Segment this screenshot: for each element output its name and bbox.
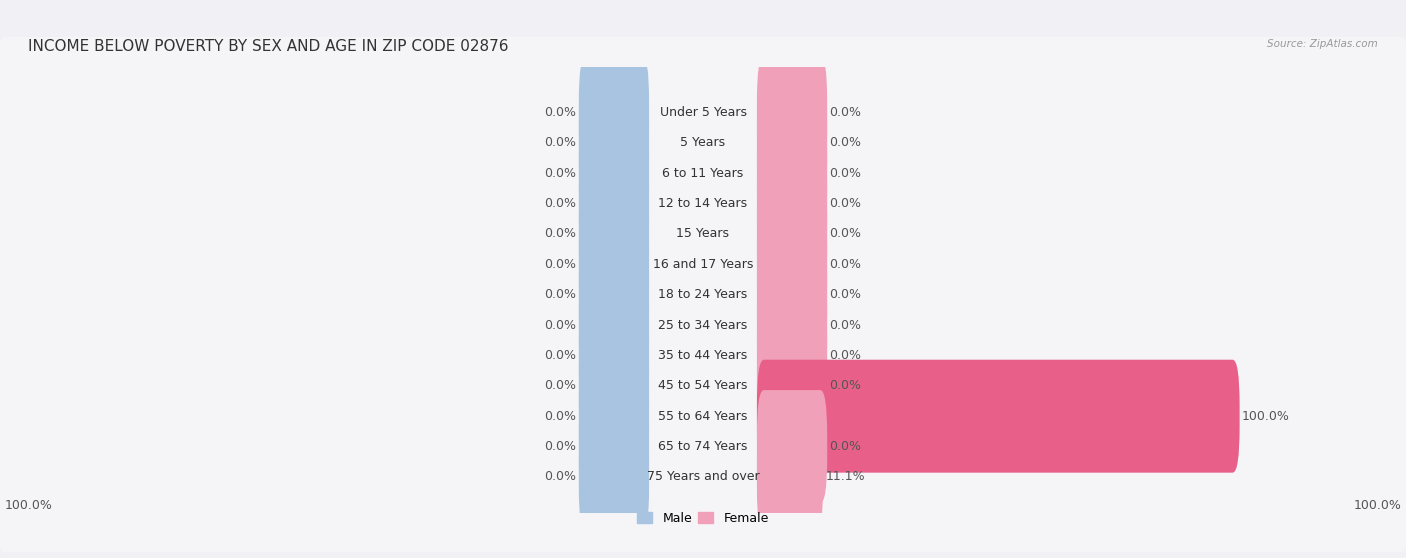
FancyBboxPatch shape <box>0 219 1406 371</box>
Text: 6 to 11 Years: 6 to 11 Years <box>662 167 744 180</box>
Text: 100.0%: 100.0% <box>1241 410 1289 422</box>
FancyBboxPatch shape <box>756 238 827 351</box>
Text: 0.0%: 0.0% <box>830 288 862 301</box>
Text: 65 to 74 Years: 65 to 74 Years <box>658 440 748 453</box>
FancyBboxPatch shape <box>756 147 827 260</box>
Text: INCOME BELOW POVERTY BY SEX AND AGE IN ZIP CODE 02876: INCOME BELOW POVERTY BY SEX AND AGE IN Z… <box>28 39 509 54</box>
FancyBboxPatch shape <box>579 390 650 503</box>
Text: 5 Years: 5 Years <box>681 136 725 150</box>
FancyBboxPatch shape <box>756 56 827 169</box>
FancyBboxPatch shape <box>0 189 1406 340</box>
Legend: Male, Female: Male, Female <box>637 512 769 525</box>
FancyBboxPatch shape <box>579 177 650 291</box>
FancyBboxPatch shape <box>0 68 1406 219</box>
Text: 0.0%: 0.0% <box>830 319 862 331</box>
Text: 75 Years and over: 75 Years and over <box>647 470 759 483</box>
FancyBboxPatch shape <box>756 420 823 533</box>
Text: 0.0%: 0.0% <box>830 136 862 150</box>
Text: 15 Years: 15 Years <box>676 228 730 240</box>
Text: 0.0%: 0.0% <box>544 136 576 150</box>
Text: 0.0%: 0.0% <box>830 349 862 362</box>
FancyBboxPatch shape <box>579 299 650 412</box>
Text: 0.0%: 0.0% <box>544 349 576 362</box>
Text: 0.0%: 0.0% <box>830 167 862 180</box>
Text: 0.0%: 0.0% <box>544 258 576 271</box>
FancyBboxPatch shape <box>579 56 650 169</box>
FancyBboxPatch shape <box>0 340 1406 492</box>
Text: 0.0%: 0.0% <box>830 440 862 453</box>
Text: 0.0%: 0.0% <box>830 258 862 271</box>
Text: 0.0%: 0.0% <box>830 106 862 119</box>
FancyBboxPatch shape <box>579 238 650 351</box>
Text: Source: ZipAtlas.com: Source: ZipAtlas.com <box>1267 39 1378 49</box>
Text: 0.0%: 0.0% <box>544 106 576 119</box>
Text: 0.0%: 0.0% <box>544 319 576 331</box>
FancyBboxPatch shape <box>0 310 1406 461</box>
Text: 18 to 24 Years: 18 to 24 Years <box>658 288 748 301</box>
FancyBboxPatch shape <box>756 299 827 412</box>
Text: 55 to 64 Years: 55 to 64 Years <box>658 410 748 422</box>
FancyBboxPatch shape <box>756 117 827 230</box>
FancyBboxPatch shape <box>579 360 650 473</box>
FancyBboxPatch shape <box>0 98 1406 249</box>
FancyBboxPatch shape <box>0 158 1406 310</box>
FancyBboxPatch shape <box>0 371 1406 522</box>
FancyBboxPatch shape <box>579 420 650 533</box>
FancyBboxPatch shape <box>579 329 650 442</box>
FancyBboxPatch shape <box>0 280 1406 431</box>
FancyBboxPatch shape <box>756 390 827 503</box>
Text: 0.0%: 0.0% <box>830 228 862 240</box>
Text: 12 to 14 Years: 12 to 14 Years <box>658 197 748 210</box>
Text: 0.0%: 0.0% <box>544 410 576 422</box>
FancyBboxPatch shape <box>579 268 650 382</box>
Text: Under 5 Years: Under 5 Years <box>659 106 747 119</box>
FancyBboxPatch shape <box>756 208 827 321</box>
Text: 100.0%: 100.0% <box>1354 499 1402 512</box>
FancyBboxPatch shape <box>0 401 1406 552</box>
Text: 0.0%: 0.0% <box>544 167 576 180</box>
Text: 25 to 34 Years: 25 to 34 Years <box>658 319 748 331</box>
FancyBboxPatch shape <box>756 329 827 442</box>
Text: 0.0%: 0.0% <box>544 470 576 483</box>
FancyBboxPatch shape <box>756 360 1240 473</box>
FancyBboxPatch shape <box>579 147 650 260</box>
Text: 35 to 44 Years: 35 to 44 Years <box>658 349 748 362</box>
Text: 100.0%: 100.0% <box>4 499 52 512</box>
FancyBboxPatch shape <box>579 208 650 321</box>
FancyBboxPatch shape <box>0 249 1406 401</box>
Text: 0.0%: 0.0% <box>544 228 576 240</box>
Text: 0.0%: 0.0% <box>544 379 576 392</box>
Text: 16 and 17 Years: 16 and 17 Years <box>652 258 754 271</box>
FancyBboxPatch shape <box>579 117 650 230</box>
FancyBboxPatch shape <box>0 37 1406 188</box>
FancyBboxPatch shape <box>756 268 827 382</box>
Text: 45 to 54 Years: 45 to 54 Years <box>658 379 748 392</box>
Text: 0.0%: 0.0% <box>544 288 576 301</box>
FancyBboxPatch shape <box>756 177 827 291</box>
Text: 0.0%: 0.0% <box>544 197 576 210</box>
FancyBboxPatch shape <box>0 128 1406 279</box>
Text: 0.0%: 0.0% <box>544 440 576 453</box>
Text: 11.1%: 11.1% <box>825 470 865 483</box>
FancyBboxPatch shape <box>756 86 827 199</box>
Text: 0.0%: 0.0% <box>830 197 862 210</box>
FancyBboxPatch shape <box>579 86 650 199</box>
Text: 0.0%: 0.0% <box>830 379 862 392</box>
